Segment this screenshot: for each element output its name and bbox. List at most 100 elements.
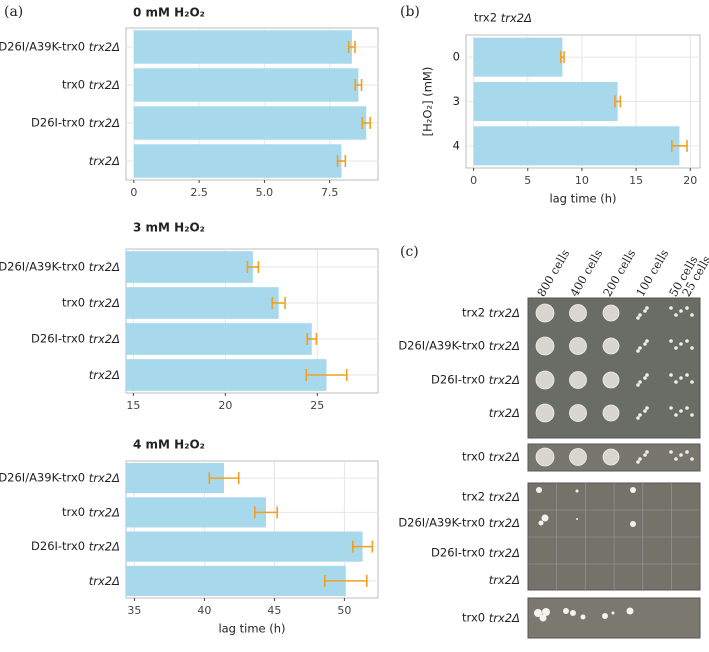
colony-spot — [602, 337, 620, 355]
x-tick-label: 15 — [126, 399, 140, 412]
colony — [570, 610, 576, 616]
colony — [536, 487, 542, 493]
colony-spot — [602, 448, 620, 466]
x-tick-label: 0 — [130, 186, 137, 199]
colony — [685, 373, 689, 377]
chart-title: 0 mM H₂O₂ — [133, 6, 205, 20]
colony — [690, 346, 694, 350]
row-label: trx2 trx2Δ — [462, 306, 520, 320]
error-bar — [305, 369, 348, 381]
colony — [638, 457, 642, 461]
x-tick-label: 35 — [127, 604, 141, 617]
colony — [575, 489, 579, 493]
colony — [685, 450, 689, 454]
error-bar — [336, 155, 347, 167]
colony — [538, 520, 544, 526]
row-label: D26I-trx0 trx2Δ — [431, 546, 520, 560]
bar — [126, 323, 312, 355]
error-bar — [208, 472, 240, 485]
colony — [626, 607, 634, 615]
error-bar — [614, 95, 622, 108]
y-tick-label: trx0 trx2Δ — [62, 505, 120, 519]
colony — [679, 342, 683, 346]
y-tick-label: D26I/A39K-trx0 trx2Δ — [0, 471, 120, 485]
colony-spot — [602, 371, 620, 389]
colony — [669, 450, 673, 454]
colony — [636, 460, 640, 464]
x-tick-label: 15 — [629, 174, 643, 187]
chart-title: 4 mM H₂O₂ — [133, 438, 205, 452]
colony — [630, 521, 636, 527]
colony — [643, 309, 647, 313]
row-label: trx2 trx2Δ — [462, 490, 520, 504]
bar — [126, 565, 346, 596]
y-tick-label: trx2Δ — [89, 573, 120, 587]
panel-label: (b) — [400, 4, 420, 20]
chart-title: 3 mM H₂O₂ — [133, 221, 205, 235]
x-tick-label: 40 — [197, 604, 211, 617]
y-tick-label: trx0 trx2Δ — [62, 78, 120, 92]
bar — [126, 463, 224, 494]
row-label: D26I/A39K-trx0 trx2Δ — [398, 516, 520, 530]
bar — [133, 144, 342, 178]
colony — [690, 457, 694, 461]
bar — [473, 126, 680, 166]
colony — [674, 457, 678, 461]
colony — [636, 349, 640, 353]
colony — [636, 416, 640, 420]
colony — [645, 406, 649, 410]
colony — [679, 453, 683, 457]
x-tick-label: 45 — [267, 604, 281, 617]
x-tick-label: 25 — [310, 399, 324, 412]
row-label: trx2Δ — [489, 573, 520, 587]
bar — [126, 497, 266, 528]
colony — [685, 339, 689, 343]
row-label: trx0 trx2Δ — [462, 611, 520, 625]
x-tick-label: 5 — [524, 174, 531, 187]
colony — [563, 608, 569, 614]
colony-spot — [569, 304, 587, 322]
y-tick-label: 3 — [453, 94, 460, 108]
colony — [669, 339, 673, 343]
colony — [645, 373, 649, 377]
y-tick-label: 0 — [453, 50, 460, 64]
colony-spot — [569, 404, 587, 422]
colony — [602, 613, 608, 619]
colony-spot — [569, 371, 587, 389]
colony — [638, 346, 642, 350]
bar — [126, 359, 327, 391]
colony-spot — [569, 337, 587, 355]
colony — [669, 406, 673, 410]
y-tick-label: D26I-trx0 trx2Δ — [31, 116, 120, 130]
colony — [630, 487, 636, 493]
colony — [645, 339, 649, 343]
colony — [690, 380, 694, 384]
colony — [638, 380, 642, 384]
colony — [580, 614, 586, 620]
bar — [133, 106, 367, 140]
colony — [674, 313, 678, 317]
colony — [679, 409, 683, 413]
colony — [636, 316, 640, 320]
bar — [473, 81, 618, 122]
colony — [539, 614, 547, 622]
bar — [133, 68, 359, 102]
colony — [669, 373, 673, 377]
row-label: D26I/A39K-trx0 trx2Δ — [398, 339, 520, 353]
colony — [674, 380, 678, 384]
colony — [645, 450, 649, 454]
colony-spot — [535, 447, 555, 467]
colony-spot — [535, 336, 555, 356]
row-label: trx0 trx2Δ — [462, 450, 520, 464]
plate-photo — [527, 597, 701, 639]
error-bar — [246, 261, 260, 273]
chart-subtitle: trx2 trx2Δ — [474, 11, 532, 25]
colony — [645, 306, 649, 310]
error-bar — [254, 506, 279, 519]
y-tick-label: D26I/A39K-trx0 trx2Δ — [0, 40, 120, 54]
colony — [638, 413, 642, 417]
colony — [685, 406, 689, 410]
x-tick-label: 7.5 — [321, 186, 339, 199]
colony — [674, 413, 678, 417]
